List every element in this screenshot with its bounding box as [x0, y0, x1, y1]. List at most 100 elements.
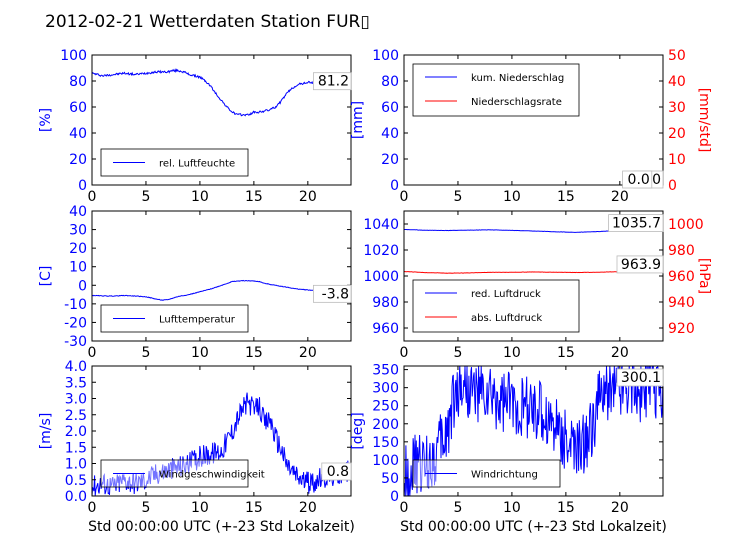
x-tick-label: 0 — [88, 345, 97, 361]
x-tick-label: 0 — [400, 345, 409, 361]
current-value-temperature: -3.8 — [322, 286, 349, 302]
legend-frame-wind_speed — [100, 459, 249, 488]
panel-wind_speed: 0 5 10 15 20 0.00.51.01.52.02.53.03.54.0 [m/s]… — [38, 359, 355, 535]
x-tick-label: 20 — [611, 500, 629, 516]
legend-label-pressure-1: abs. Luftdruck — [471, 313, 542, 324]
y2-axis-label: [hPa] — [696, 258, 712, 294]
y2-axis-label: [mm/std] — [696, 88, 712, 153]
y2-tick-label: 20 — [668, 126, 686, 142]
y-axis-label: [mm] — [350, 101, 366, 139]
x-tick-label: 15 — [245, 500, 263, 516]
plot-frame-precipitation — [403, 54, 664, 186]
legend-label-humidity-0: rel. Luftfeuchte — [159, 159, 235, 170]
y-tick-label: 250 — [372, 399, 399, 415]
y-tick-label: 0 — [390, 489, 399, 505]
legend-label-pressure-0: red. Luftdruck — [471, 289, 541, 300]
plot-frame-humidity — [91, 54, 352, 186]
y-axis-label: [C] — [38, 266, 54, 287]
y-tick-label: 1040 — [363, 217, 399, 233]
panel-pressure: 0 5 10 15 20 960 980 1000 1020 1040 920 940 960 980 10… — [363, 210, 712, 361]
y-tick-label: 40 — [69, 204, 87, 220]
y2-tick-label: 0 — [668, 178, 677, 194]
x-tick-label: 20 — [299, 189, 317, 205]
x-tick-label: 0 — [88, 500, 97, 516]
legend-label-precipitation-0: kum. Niederschlag — [471, 73, 564, 84]
y-tick-label: 1.0 — [65, 457, 87, 473]
x-tick-label: 20 — [299, 500, 317, 516]
y-tick-label: 30 — [69, 223, 87, 239]
x-tick-label: 0 — [400, 189, 409, 205]
y-tick-label: 20 — [69, 241, 87, 257]
x-tick-label: 15 — [557, 345, 575, 361]
y-tick-label: 0 — [390, 178, 399, 194]
x-tick-label: 5 — [453, 500, 462, 516]
y2-tick-label: 980 — [668, 243, 695, 259]
y-axis-label: [%] — [38, 108, 54, 132]
y-tick-label: 100 — [372, 453, 399, 469]
x-tick-label: 0 — [88, 189, 97, 205]
y-tick-label: 60 — [69, 100, 87, 116]
x-tick-label: 5 — [141, 500, 150, 516]
series-line-wind_direction-0 — [403, 365, 664, 497]
y2-tick-label: 10 — [668, 152, 686, 168]
current-value-humidity: 81.2 — [318, 74, 349, 90]
y-tick-label: -20 — [64, 315, 87, 331]
series-line-wind_speed-0 — [91, 392, 352, 497]
current-value-humidity-box — [312, 72, 352, 91]
y-axis-label: [deg] — [350, 412, 366, 449]
y2-tick-label: 920 — [668, 321, 695, 337]
current-value-pressure-box — [608, 214, 664, 232]
panel-humidity: 0 5 10 15 20 0 20 40 60 80 100 [%] 81.2 rel. Luftfeuc… — [38, 48, 352, 205]
y2-tick-label: 30 — [668, 100, 686, 116]
y-tick-label: 1.5 — [65, 440, 87, 456]
x-tick-label: 10 — [503, 345, 521, 361]
x-tick-label: 15 — [557, 189, 575, 205]
y-tick-label: 1000 — [363, 269, 399, 285]
legend-pressure: red. Luftdruck abs. Luftdruck — [412, 279, 580, 333]
y-tick-label: 60 — [381, 100, 399, 116]
current-value-wind_speed-box — [321, 462, 352, 481]
x-tick-label: 15 — [557, 500, 575, 516]
legend-frame-precipitation — [412, 63, 580, 117]
y-tick-label: 20 — [381, 152, 399, 168]
legend-label-wind_direction-0: Windrichtung — [471, 470, 538, 481]
y-tick-label: 40 — [381, 126, 399, 142]
plot-frame-wind_direction — [403, 365, 664, 497]
y-tick-label: 960 — [372, 321, 399, 337]
y2-tick-label: 940 — [668, 295, 695, 311]
x-tick-label: 10 — [191, 189, 209, 205]
x-tick-label: 5 — [141, 345, 150, 361]
y-tick-label: 80 — [69, 74, 87, 90]
y-tick-label: 3.0 — [65, 392, 87, 408]
x-tick-label: 20 — [611, 189, 629, 205]
current-value-2-pressure: 963.9 — [621, 257, 661, 273]
y-tick-label: 0.5 — [65, 473, 87, 489]
current-value-wind_direction: 300.1 — [621, 370, 661, 386]
y2-tick-label: 40 — [668, 74, 686, 90]
y-tick-label: 10 — [69, 260, 87, 276]
y-tick-label: 2.5 — [65, 408, 87, 424]
y2-tick-label: 960 — [668, 269, 695, 285]
y-tick-label: 50 — [381, 471, 399, 487]
x-tick-label: 20 — [611, 345, 629, 361]
x-tick-label: 15 — [245, 189, 263, 205]
plot-frame-temperature — [91, 210, 352, 342]
y-tick-label: 20 — [69, 152, 87, 168]
y-tick-label: 80 — [381, 74, 399, 90]
y-tick-label: 2.0 — [65, 424, 87, 440]
x-tick-label: 10 — [503, 500, 521, 516]
current-value-wind_direction-box — [616, 368, 664, 387]
y-tick-label: 1020 — [363, 243, 399, 259]
legend-humidity: rel. Luftfeuchte — [100, 148, 249, 177]
x-tick-label: 10 — [191, 500, 209, 516]
legend-label-precipitation-1: Niederschlagsrate — [471, 97, 562, 108]
current-value-temperature-box — [312, 284, 352, 303]
y-tick-label: 4.0 — [65, 359, 87, 375]
figure-title: 2012-02-21 Wetterdaten Station FUR▯ — [45, 12, 370, 32]
panel-precipitation: 0 5 10 15 20 0 20 40 60 80 100 0 10 20 30 40 50 [mm/std] [… — [350, 48, 712, 205]
current-value-2-precipitation: 0.0 — [628, 172, 650, 188]
y-tick-label: 3.5 — [65, 375, 87, 391]
x-tick-label: 10 — [191, 345, 209, 361]
